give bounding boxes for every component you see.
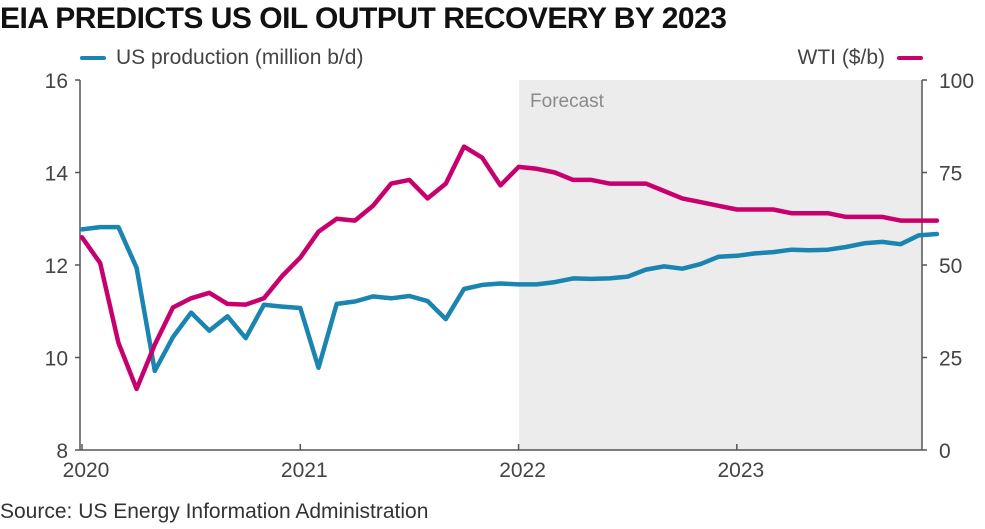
x-tick-label: 2020 (63, 459, 110, 482)
y-left-tick-label: 16 (45, 70, 68, 93)
forecast-region (519, 80, 922, 450)
series-wti-line (79, 144, 940, 392)
y-right-tick-label: 100 (939, 70, 974, 93)
y-right-tick-label: 50 (939, 255, 962, 278)
y-left-tick-label: 12 (45, 255, 68, 278)
y-left-tick-label: 8 (56, 440, 68, 463)
legend-wti-swatch (897, 56, 923, 60)
legend-production: US production (million b/d) (80, 46, 363, 70)
y-left-tick-label: 14 (45, 163, 69, 186)
y-right-tick-label: 75 (939, 163, 962, 186)
y-left-tick-label: 10 (45, 348, 68, 371)
legend-production-swatch (80, 56, 106, 60)
legend-wti: WTI ($/b) (797, 46, 923, 70)
y-right-tick-label: 25 (939, 348, 962, 371)
series-production-line (79, 224, 940, 374)
forecast-label: Forecast (530, 91, 605, 112)
chart-title: EIA PREDICTS US OIL OUTPUT RECOVERY BY 2… (0, 2, 727, 35)
legend-production-label: US production (million b/d) (116, 46, 364, 69)
x-tick-label: 2023 (717, 459, 764, 482)
legend-wti-label: WTI ($/b) (797, 46, 886, 69)
y-right-tick-label: 0 (939, 440, 951, 463)
x-tick-label: 2021 (281, 459, 328, 482)
x-tick-label: 2022 (499, 459, 546, 482)
source-note: Source: US Energy Information Administra… (0, 500, 429, 523)
